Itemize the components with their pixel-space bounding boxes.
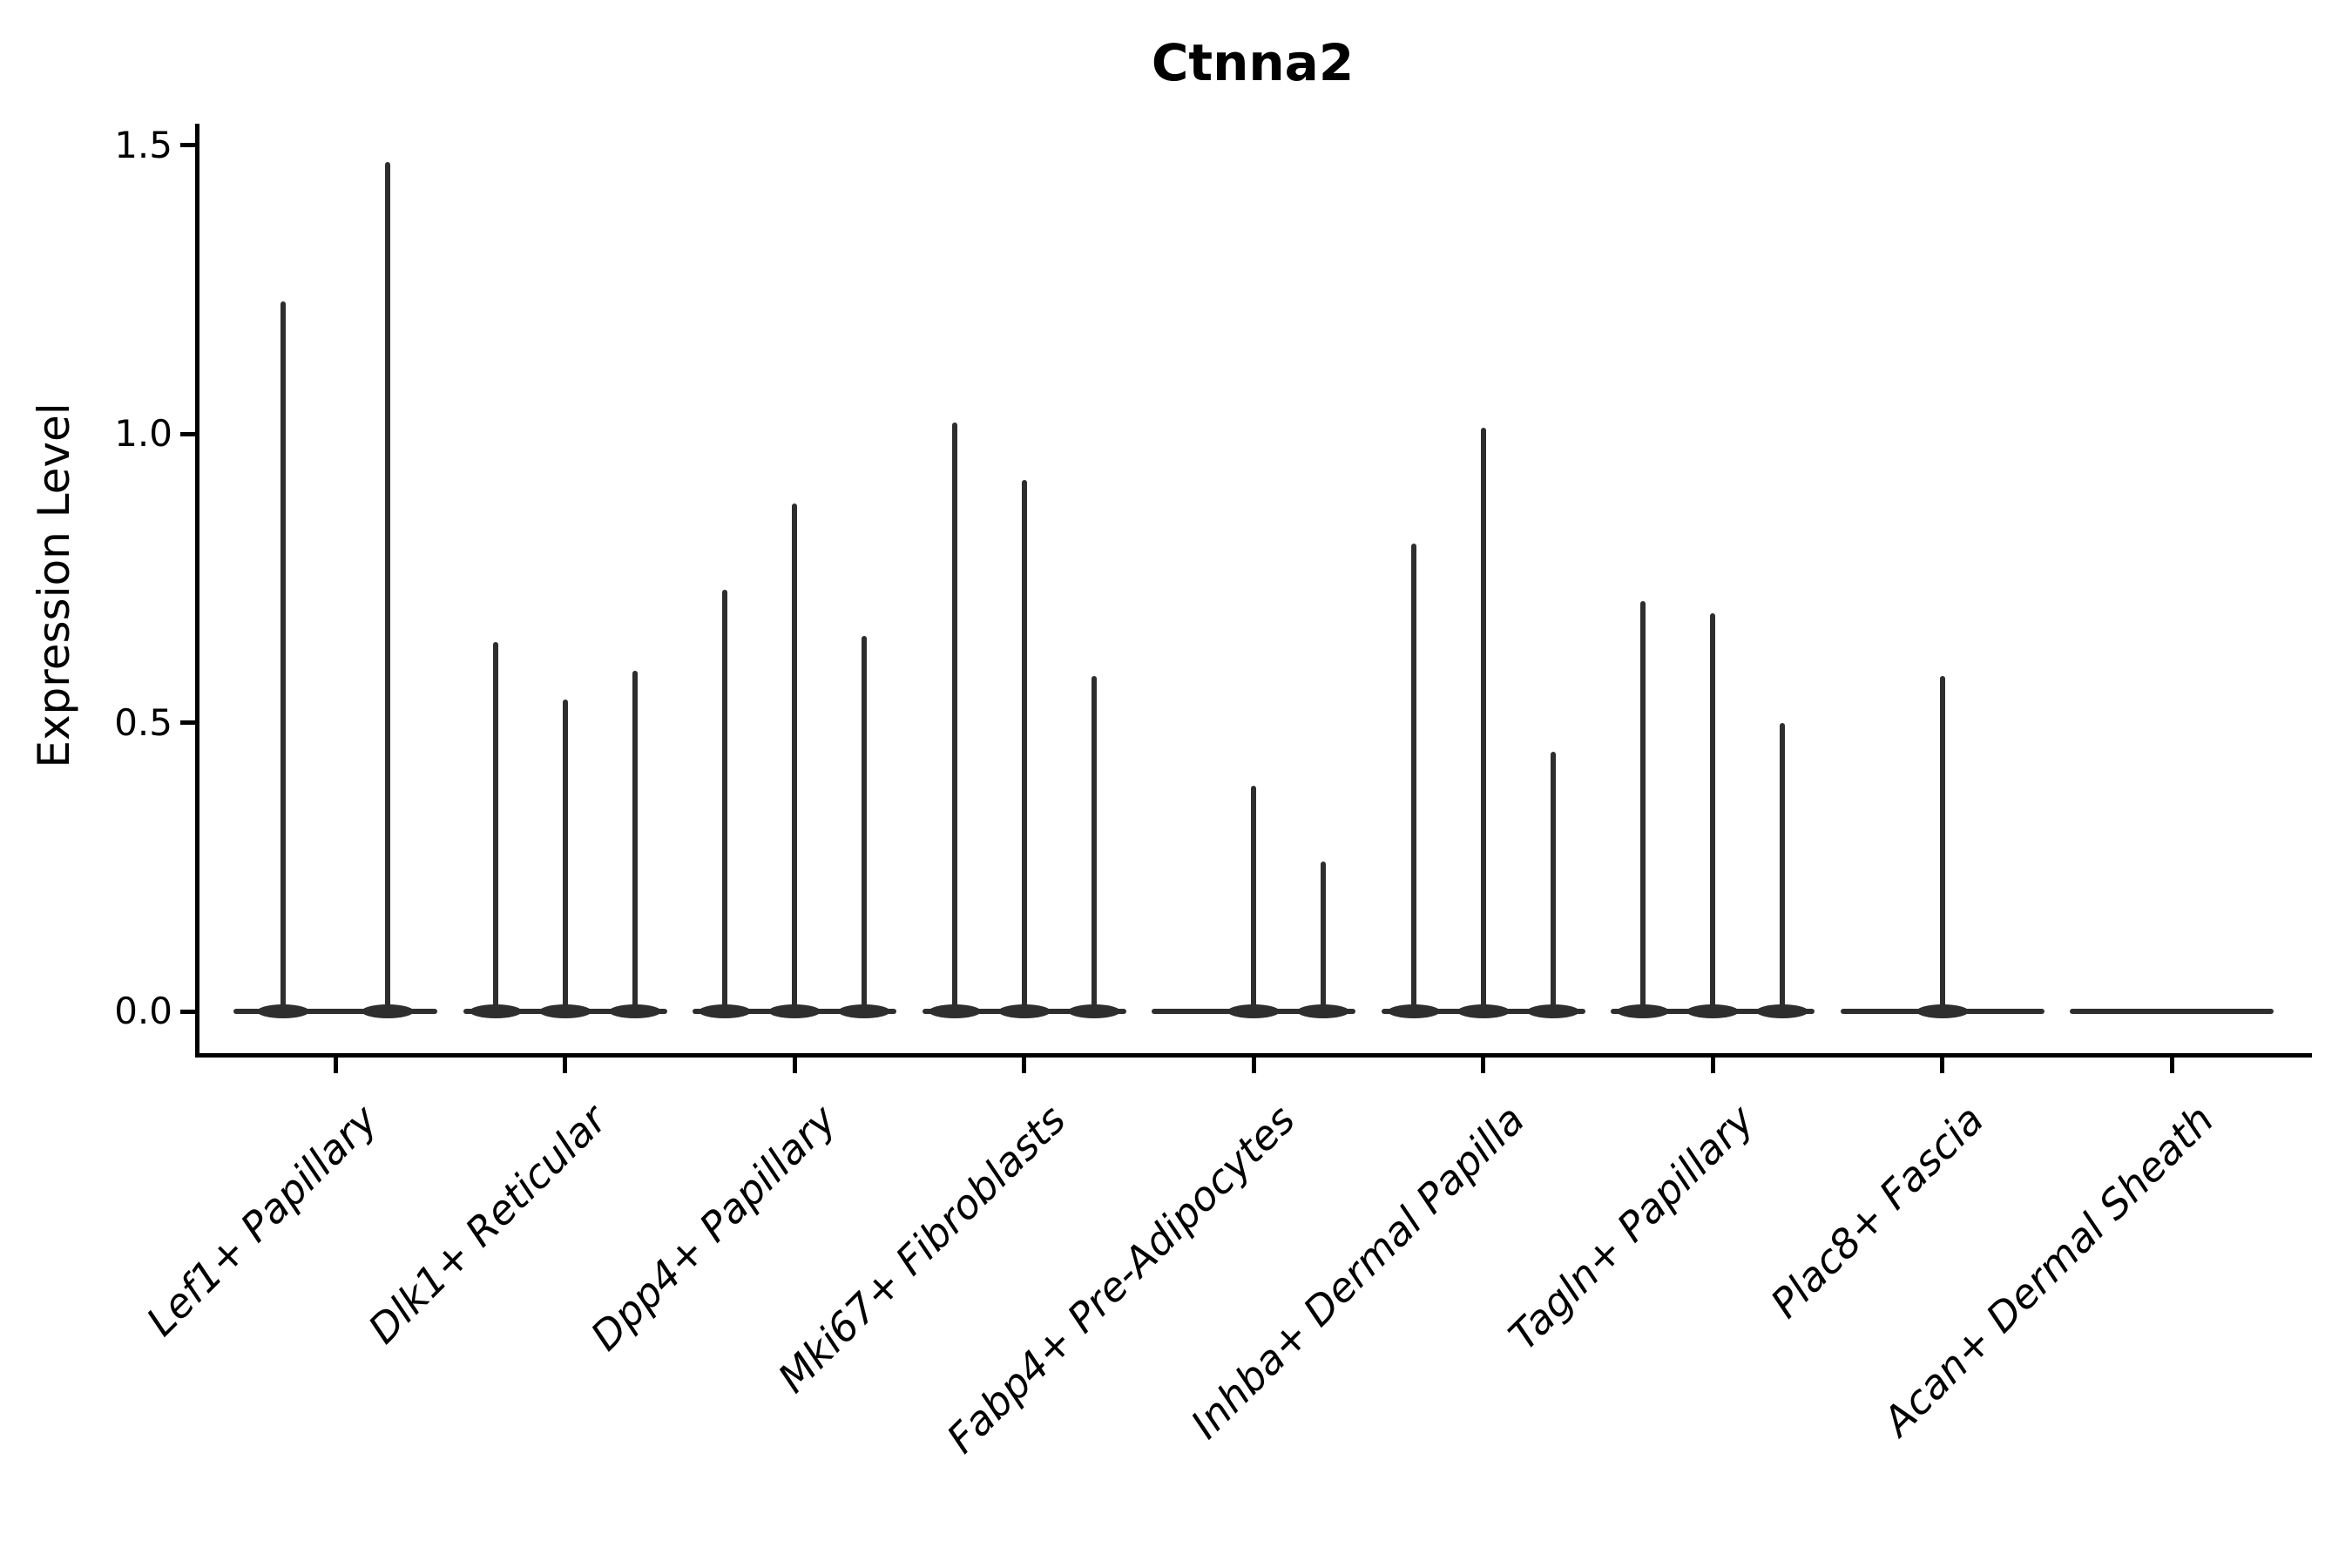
violin-spike xyxy=(1780,722,1785,1011)
y-tick xyxy=(180,143,196,147)
violin-spike xyxy=(280,301,286,1011)
violin-body xyxy=(1756,1004,1808,1018)
violin-spike xyxy=(862,636,867,1011)
violin-spike xyxy=(792,503,797,1011)
violin-baseline xyxy=(233,1009,437,1014)
x-axis-spine xyxy=(195,1053,2312,1058)
y-axis-spine xyxy=(195,124,199,1058)
y-tick-label: 0.5 xyxy=(114,700,172,744)
x-tick-label: Tagln+ Papillary xyxy=(1499,1096,1764,1360)
x-tick xyxy=(2169,1058,2174,1073)
x-tick xyxy=(1940,1058,1944,1073)
violin-spike xyxy=(1021,480,1027,1011)
violin-body xyxy=(608,1004,661,1018)
violin-spike xyxy=(492,641,498,1011)
violin-body xyxy=(1456,1004,1510,1018)
x-tick xyxy=(1481,1058,1485,1073)
y-tick-label: 1.5 xyxy=(114,123,172,166)
violin-body xyxy=(1686,1004,1739,1018)
violin-spike xyxy=(1410,543,1416,1011)
violin-baseline xyxy=(2070,1009,2274,1014)
x-tick xyxy=(333,1058,338,1073)
violin-spike xyxy=(1939,676,1945,1011)
x-tick xyxy=(563,1058,567,1073)
violin-body xyxy=(1227,1004,1280,1018)
violin-body xyxy=(1297,1004,1349,1018)
x-tick xyxy=(792,1058,797,1073)
y-tick xyxy=(180,720,196,725)
violin-spike xyxy=(722,590,727,1011)
violin-body xyxy=(538,1004,591,1018)
x-tick-label: Lef1+ Papillary xyxy=(137,1096,387,1345)
violin-spike xyxy=(385,162,390,1011)
x-tick xyxy=(1022,1058,1026,1073)
chart-title: Ctnna2 xyxy=(1151,33,1355,92)
x-tick-label: Dpp4+ Papillary xyxy=(581,1096,846,1360)
violin-body xyxy=(257,1004,309,1018)
x-tick xyxy=(1710,1058,1715,1073)
violin-body xyxy=(997,1004,1051,1018)
violin-spike xyxy=(1091,676,1097,1011)
violin-body xyxy=(362,1004,414,1018)
violin-body xyxy=(1067,1004,1120,1018)
violin-body xyxy=(1387,1004,1440,1018)
x-tick-label: Plac8+ Fascia xyxy=(1761,1096,1993,1328)
violin-spike xyxy=(632,670,638,1011)
violin-spike xyxy=(951,422,957,1011)
y-tick-label: 1.0 xyxy=(114,412,172,455)
x-tick-label: Dlk1+ Reticular xyxy=(359,1096,616,1353)
violin-spike xyxy=(1640,601,1646,1011)
violin-spike xyxy=(1550,751,1556,1011)
violin-spike xyxy=(1710,612,1715,1011)
violin-body xyxy=(699,1004,751,1018)
y-tick xyxy=(180,431,196,436)
violin-spike xyxy=(1480,428,1486,1011)
violin-spike xyxy=(1321,861,1326,1011)
violin-body xyxy=(838,1004,890,1018)
y-tick xyxy=(180,1009,196,1014)
violin-spike xyxy=(562,699,568,1011)
violin-body xyxy=(1916,1004,1969,1018)
y-tick-label: 0.0 xyxy=(114,990,172,1032)
violin-body xyxy=(469,1004,522,1018)
violin-spike xyxy=(1251,786,1256,1011)
violin-body xyxy=(768,1004,821,1018)
violin-body xyxy=(1526,1004,1579,1018)
violin-body xyxy=(1617,1004,1669,1018)
x-tick xyxy=(1251,1058,1256,1073)
violin-body xyxy=(928,1004,981,1018)
